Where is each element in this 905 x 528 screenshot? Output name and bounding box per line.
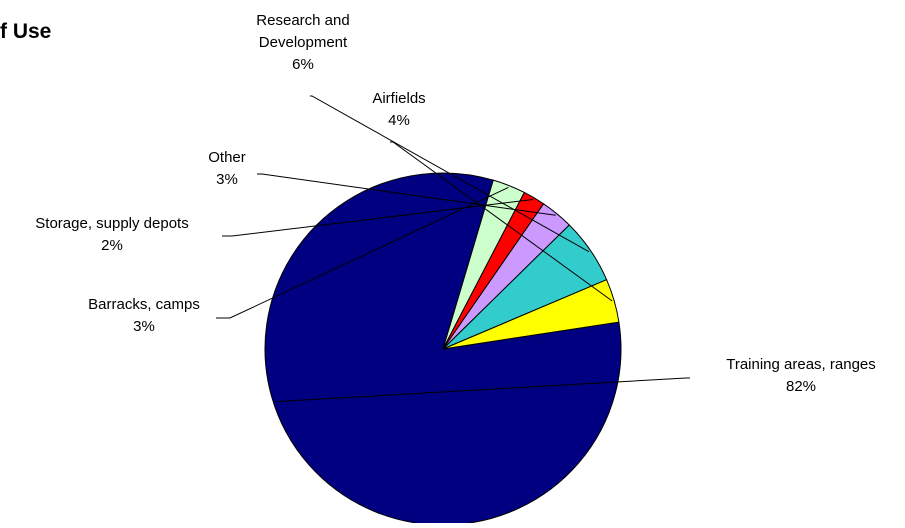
slice-category-label: Training areas, ranges [726, 356, 876, 373]
slice-category-label: Other [208, 149, 246, 166]
slice-category-label: Development [259, 34, 348, 51]
slice-category-label: Research and [256, 12, 349, 29]
leader-line [390, 141, 613, 302]
slice-category-label: Barracks, camps [88, 296, 200, 313]
slice-percent-label: 2% [101, 237, 123, 254]
slice-percent-label: 4% [388, 112, 410, 129]
slice-category-label: Storage, supply depots [35, 215, 188, 232]
slice-category-label: Airfields [372, 90, 425, 107]
slice-percent-label: 3% [133, 318, 155, 335]
chart-title: f Use [0, 20, 52, 43]
leader-line [310, 95, 590, 253]
leader-line [216, 186, 509, 319]
leader-line [275, 377, 690, 403]
leader-line [257, 173, 556, 216]
slice-percent-label: 6% [292, 56, 314, 73]
pie-slice-airfields [442, 279, 620, 350]
leader-line [222, 199, 534, 237]
slice-percent-label: 82% [786, 378, 816, 395]
slice-percent-label: 3% [216, 171, 238, 188]
